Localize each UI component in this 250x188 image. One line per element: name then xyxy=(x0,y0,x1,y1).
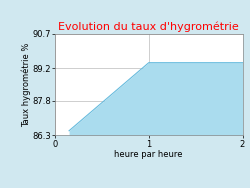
X-axis label: heure par heure: heure par heure xyxy=(114,150,183,159)
Y-axis label: Taux hygrométrie %: Taux hygrométrie % xyxy=(21,42,31,127)
Title: Evolution du taux d'hygrométrie: Evolution du taux d'hygrométrie xyxy=(58,21,239,32)
